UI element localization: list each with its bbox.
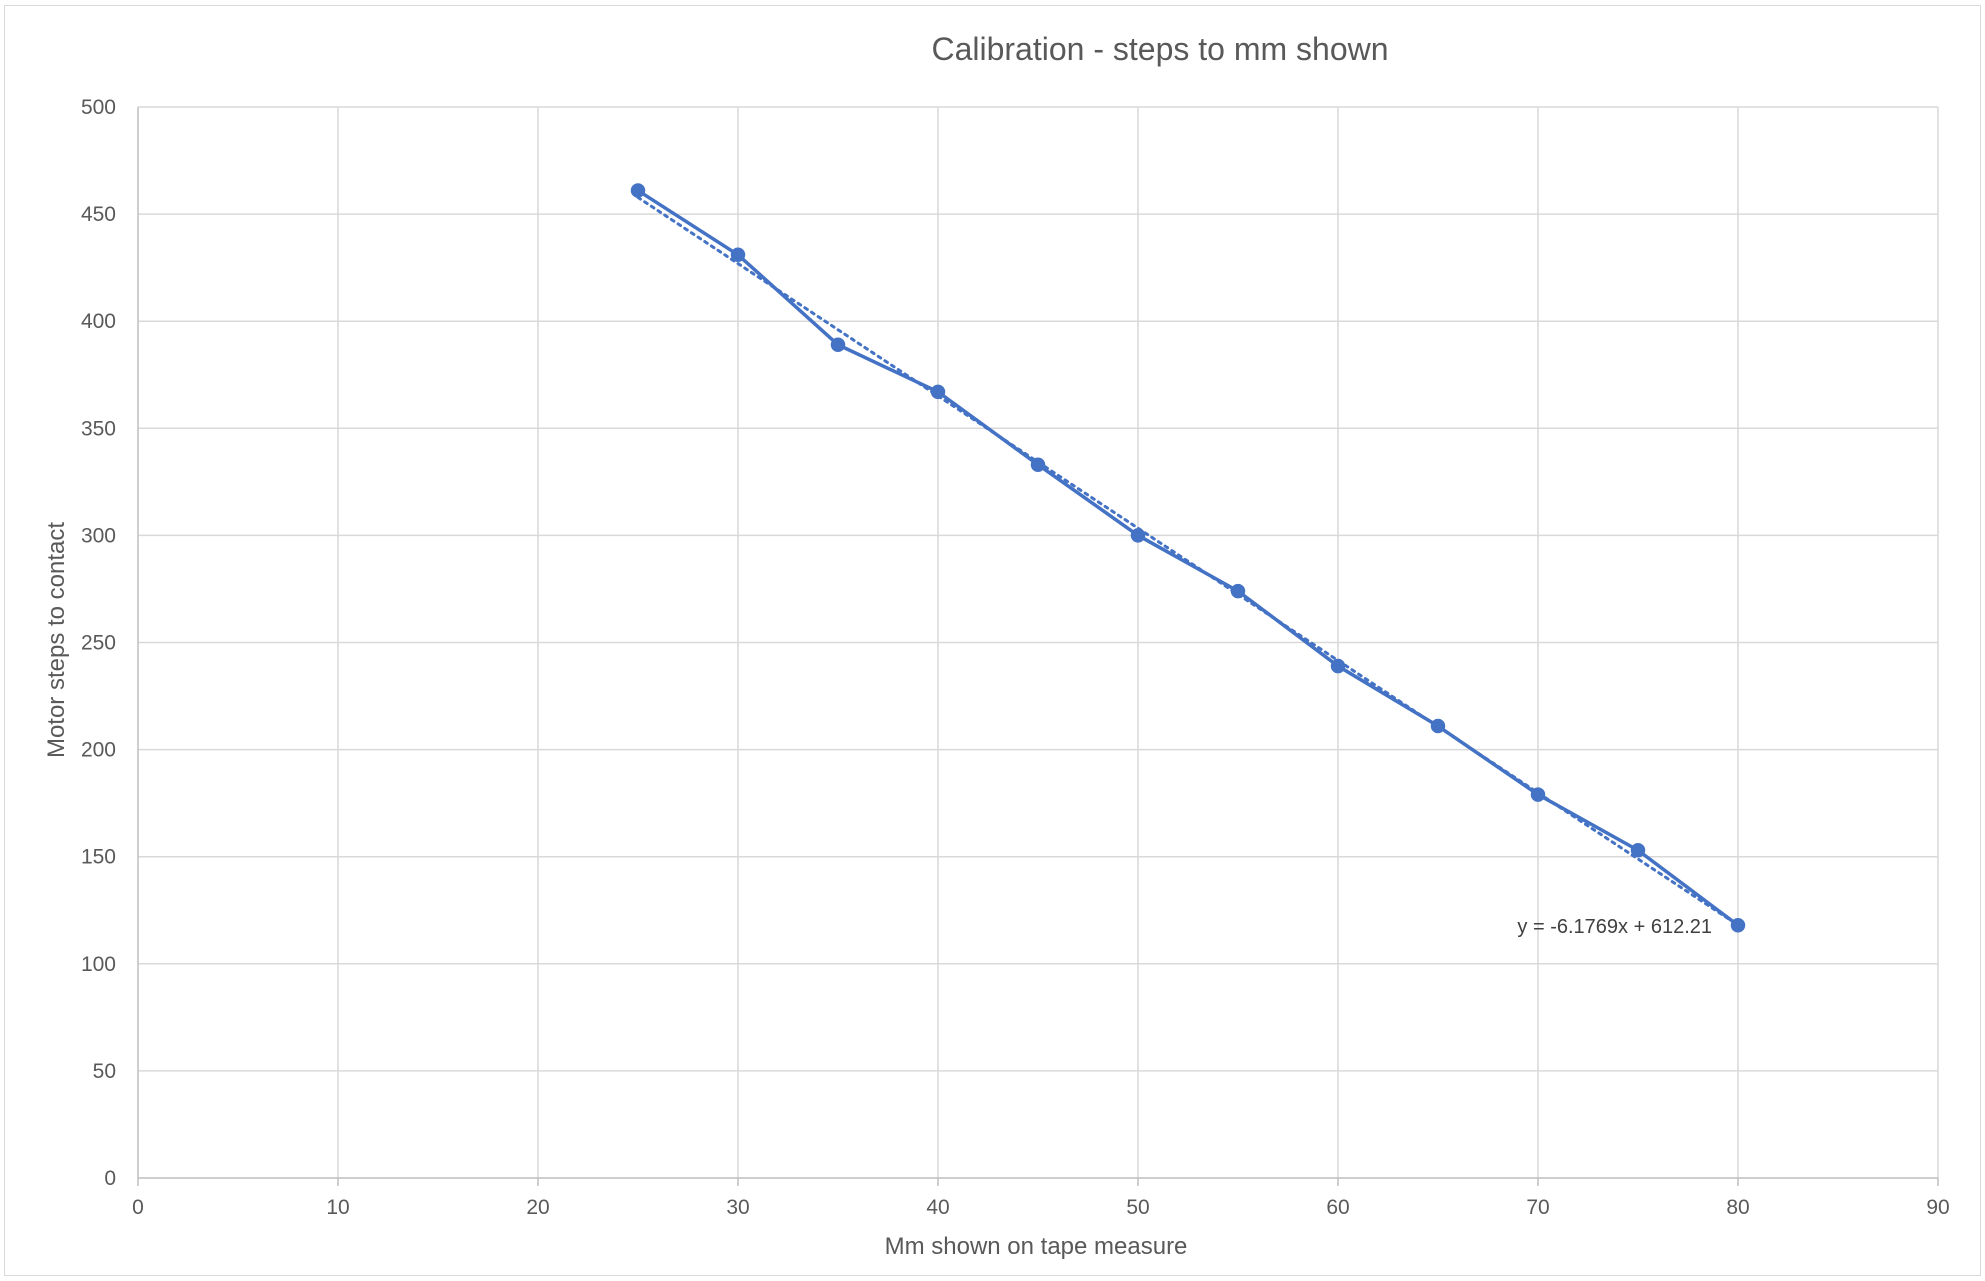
data-point [1630, 843, 1646, 858]
y-tick-label: 350 [81, 417, 116, 440]
data-point [1730, 917, 1746, 933]
data-point [730, 247, 746, 263]
x-tick-label: 80 [1726, 1196, 1749, 1219]
x-axis-title: Mm shown on tape measure [885, 1233, 1188, 1260]
data-point [930, 384, 946, 400]
y-tick-label: 200 [81, 739, 116, 762]
data-point [1330, 658, 1346, 674]
x-tick-label: 30 [726, 1196, 749, 1219]
x-tick-label: 50 [1126, 1196, 1149, 1219]
data-point [1130, 528, 1146, 543]
x-tick-labels: 0 10 20 30 40 50 60 70 80 90 [132, 1196, 1950, 1219]
data-point [630, 183, 646, 198]
x-tick-label: 10 [326, 1196, 349, 1219]
x-tick-label: 20 [526, 1196, 549, 1219]
x-tick-label: 60 [1326, 1196, 1349, 1219]
y-tick-label: 500 [81, 96, 116, 119]
y-tick-label: 0 [104, 1167, 116, 1190]
x-tick-label: 0 [132, 1196, 144, 1219]
x-tick-label: 70 [1526, 1196, 1549, 1219]
data-point [1230, 583, 1246, 599]
axes [137, 107, 1939, 1186]
x-tick-label: 40 [926, 1196, 949, 1219]
data-point [1530, 787, 1546, 802]
data-point [1430, 718, 1446, 734]
y-tick-label: 450 [81, 203, 116, 226]
y-tick-label: 100 [81, 953, 116, 976]
trendline-equation: y = -6.1769x + 612.21 [1517, 916, 1712, 938]
y-tick-label: 400 [81, 310, 116, 333]
y-tick-label: 50 [93, 1060, 116, 1083]
y-tick-label: 250 [81, 632, 116, 655]
x-tick-label: 90 [1926, 1196, 1949, 1219]
chart-title: Calibration - steps to mm shown [931, 31, 1388, 67]
y-axis-title: Motor steps to contact [43, 522, 70, 758]
data-point [1030, 457, 1046, 472]
series-layer [630, 183, 1746, 933]
y-tick-label: 150 [81, 846, 116, 869]
gridlines [138, 106, 1939, 1178]
chart-frame [4, 5, 1981, 1276]
y-tick-labels: 0 50 100 150 200 250 300 350 400 450 500 [81, 96, 116, 1190]
y-tick-label: 300 [81, 524, 116, 547]
series-line [637, 189, 1740, 927]
data-point [830, 337, 846, 353]
